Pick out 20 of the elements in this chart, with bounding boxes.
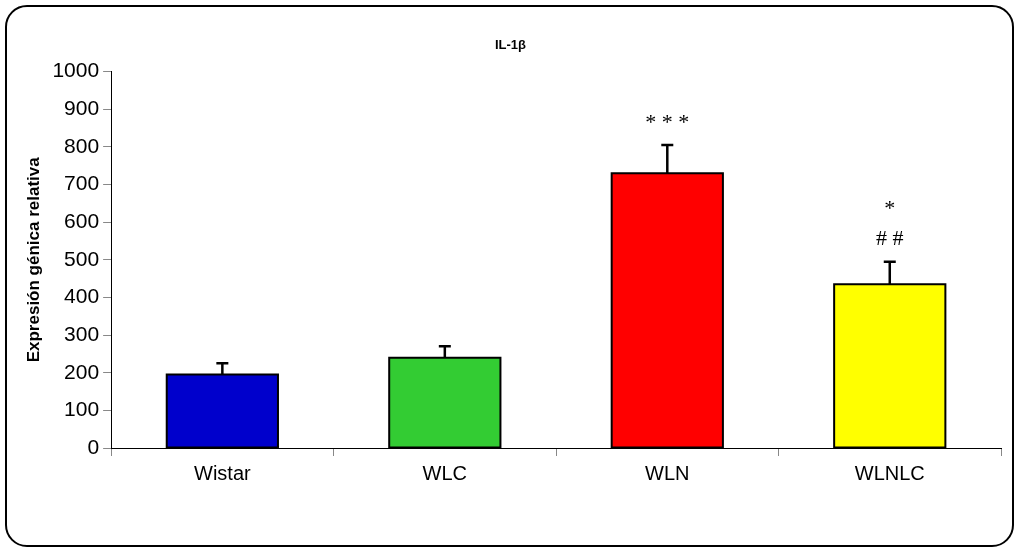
x-tick-label: WLN [645,461,690,484]
y-tick-label: 1000 [52,58,100,82]
y-tick-label: 600 [64,208,100,232]
y-axis-title: Expresión génica relativa [23,156,43,363]
y-tick-label: 500 [64,246,100,270]
y-tick-label: 100 [64,397,100,421]
x-tick-label: Wistar [194,461,252,484]
y-tick-label: 400 [64,284,100,308]
x-tick-label: WLNLC [854,461,925,484]
annotation: # # [876,225,904,251]
y-tick-label: 900 [64,96,100,120]
y-tick-label: 700 [64,171,100,195]
annotation: * [884,195,896,221]
y-tick-label: 800 [64,133,100,157]
annotation: * * * [645,108,690,134]
y-tick-label: 0 [87,434,100,458]
chart-title: IL-1β [494,37,527,53]
x-tick-label: WLC [422,461,468,484]
y-tick-label: 200 [64,359,100,383]
y-tick-label: 300 [64,321,100,345]
